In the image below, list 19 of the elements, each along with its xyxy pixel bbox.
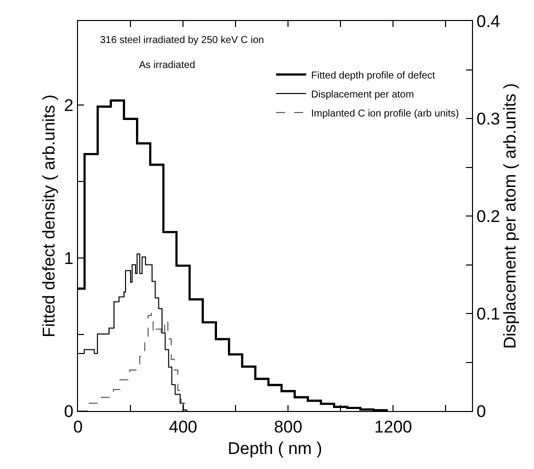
- x-tick-label: 400: [168, 418, 198, 436]
- annotation: As irradiated: [139, 60, 196, 71]
- x-tick-label: 1200: [374, 418, 412, 436]
- legend-label: Displacement per atom: [311, 89, 414, 100]
- y2-tick-label: 0.3: [476, 109, 500, 128]
- y2-tick-label: 0.2: [476, 206, 500, 226]
- y-tick-label: 2: [64, 96, 74, 116]
- x-axis-title: Depth ( nm ): [228, 438, 322, 458]
- y-axis-title: Fitted defect density ( arb.units ): [40, 94, 59, 338]
- y2-tick-label: 0.1: [476, 304, 500, 324]
- y-tick-label: 1: [64, 249, 74, 268]
- y2-axis-title: Displacement per atom ( arb.units ): [500, 83, 520, 349]
- legend-label: Fitted depth profile of defect: [311, 70, 436, 82]
- y2-tick-label: 0.4: [476, 12, 500, 31]
- y-tick-label: 0: [64, 402, 74, 421]
- x-tick-label: 800: [274, 418, 302, 436]
- y2-tick-label: 0: [476, 402, 486, 421]
- annotation: 316 steel irradiated by 250 keV C ion: [100, 35, 264, 46]
- legend-label: Implanted C ion profile (arb units): [311, 108, 459, 120]
